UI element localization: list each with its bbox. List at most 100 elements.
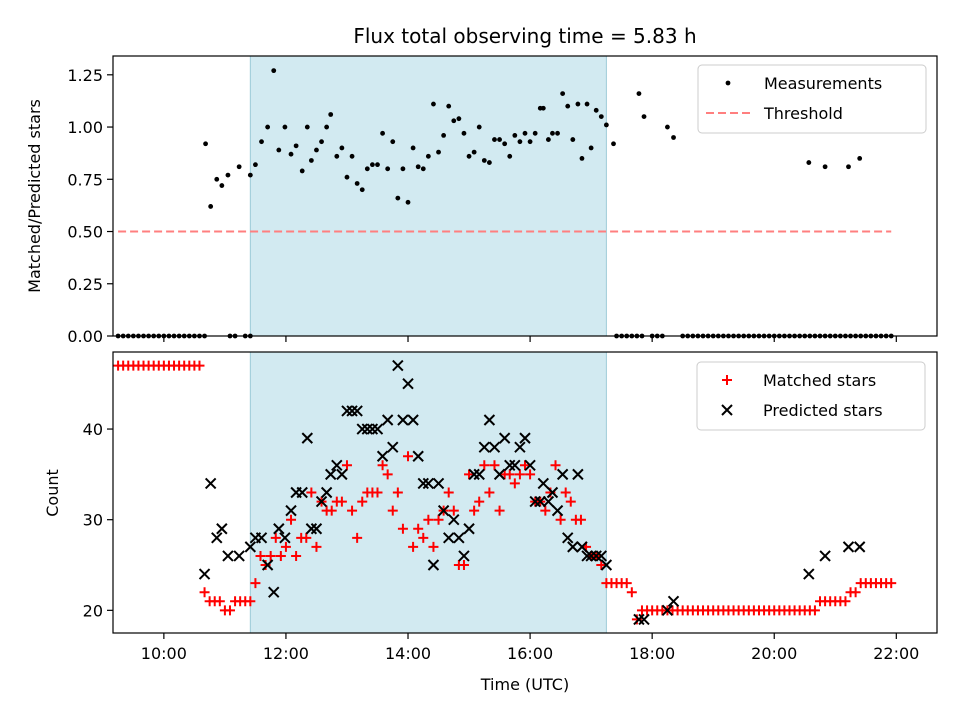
measurement-point xyxy=(203,141,208,147)
measurement-point xyxy=(641,114,647,119)
matched-point xyxy=(250,578,261,589)
predicted-point xyxy=(371,423,384,435)
matched-point xyxy=(326,505,337,516)
top-panel: 0.00 0.25 0.50 0.75 1.00 1.25 xyxy=(67,55,938,346)
measurement-point xyxy=(527,139,533,145)
matched-point xyxy=(575,514,586,525)
predicted-point xyxy=(204,477,217,490)
predicted-point xyxy=(581,550,593,562)
matched-point xyxy=(377,460,388,471)
legend-dot-marker xyxy=(725,80,731,86)
matched-point xyxy=(372,487,383,498)
matched-point xyxy=(306,487,317,498)
y-tick-label: 30 xyxy=(83,511,103,530)
matched-point xyxy=(494,505,505,516)
measurement-point xyxy=(282,124,288,130)
matched-point xyxy=(199,587,210,598)
measurement-point xyxy=(314,147,319,153)
x-tick-label: 14:00 xyxy=(385,644,431,663)
matched-point xyxy=(255,550,266,561)
measurement-point xyxy=(507,153,513,159)
bottom-legend-box xyxy=(696,361,926,431)
predicted-point xyxy=(331,459,343,472)
predicted-point xyxy=(595,550,608,562)
matched-point xyxy=(280,541,291,552)
measurement-point xyxy=(822,164,828,170)
predicted-point xyxy=(458,550,470,562)
measurement-point xyxy=(431,101,436,107)
measurement-point xyxy=(486,160,492,165)
measurement-point xyxy=(385,166,391,172)
series-matched-stars xyxy=(113,360,897,625)
measurement-point xyxy=(259,139,264,145)
measurement-point xyxy=(364,166,370,172)
predicted-point xyxy=(437,504,450,517)
matched-point xyxy=(474,496,485,507)
measurement-point xyxy=(598,114,604,119)
predicted-point xyxy=(585,550,597,562)
chart-title: Flux total observing time = 5.83 h xyxy=(353,24,696,48)
measurement-point xyxy=(214,176,220,182)
measurement-point xyxy=(671,135,676,140)
measurement-point xyxy=(560,91,566,97)
measurement-point xyxy=(611,141,616,147)
measurement-point xyxy=(555,130,560,136)
matched-point xyxy=(341,460,352,471)
matched-point xyxy=(560,487,571,498)
predicted-point xyxy=(198,568,211,580)
predicted-point xyxy=(216,523,228,535)
measurement-point xyxy=(380,130,385,136)
predicted-point xyxy=(407,414,419,426)
predicted-point xyxy=(453,532,465,544)
measurement-point xyxy=(593,107,599,113)
matched-point xyxy=(408,541,419,552)
matched-point xyxy=(509,478,520,489)
matched-point xyxy=(458,560,469,571)
measurement-point xyxy=(492,137,497,142)
predicted-point xyxy=(341,405,353,417)
measurement-point xyxy=(565,103,571,109)
matched-point xyxy=(555,514,566,525)
measurement-point xyxy=(545,137,551,142)
measurement-point xyxy=(375,162,380,168)
measurement-point xyxy=(334,153,340,159)
matched-point xyxy=(214,596,225,607)
top-axes-frame xyxy=(112,55,938,337)
measurement-point xyxy=(390,139,396,145)
predicted-point xyxy=(542,495,555,508)
measurement-point xyxy=(400,166,406,172)
measurement-point xyxy=(476,124,482,130)
measurement-point xyxy=(857,155,863,161)
predicted-point xyxy=(498,432,511,444)
predicted-point xyxy=(473,468,485,481)
measurement-point xyxy=(265,124,271,130)
matched-point xyxy=(886,578,897,589)
legend-x-marker xyxy=(721,404,733,416)
matched-point xyxy=(626,587,637,598)
predicted-point xyxy=(268,586,280,598)
predicted-point xyxy=(572,468,584,481)
matched-point xyxy=(397,523,408,534)
predicted-point xyxy=(534,495,546,508)
measurement-point xyxy=(517,139,523,145)
predicted-point xyxy=(255,532,268,544)
matched-point xyxy=(479,460,490,471)
measurement-point xyxy=(219,183,225,188)
matched-point xyxy=(265,550,276,561)
matched-point xyxy=(525,469,536,480)
matched-point xyxy=(336,496,347,507)
top-y-axis-label: Matched/Predicted stars xyxy=(25,99,44,293)
measurement-point xyxy=(425,153,431,159)
y-tick-label: 0.25 xyxy=(67,275,103,294)
measurement-point xyxy=(588,145,594,151)
matched-point xyxy=(352,532,363,543)
measurement-point xyxy=(299,168,305,174)
measurement-point xyxy=(575,101,581,107)
measurement-point xyxy=(446,103,452,109)
predicted-point xyxy=(483,414,496,426)
predicted-point xyxy=(504,459,516,472)
measurement-point xyxy=(497,137,502,142)
measurement-point xyxy=(461,130,467,136)
legend-entry-label: Predicted stars xyxy=(763,401,883,420)
